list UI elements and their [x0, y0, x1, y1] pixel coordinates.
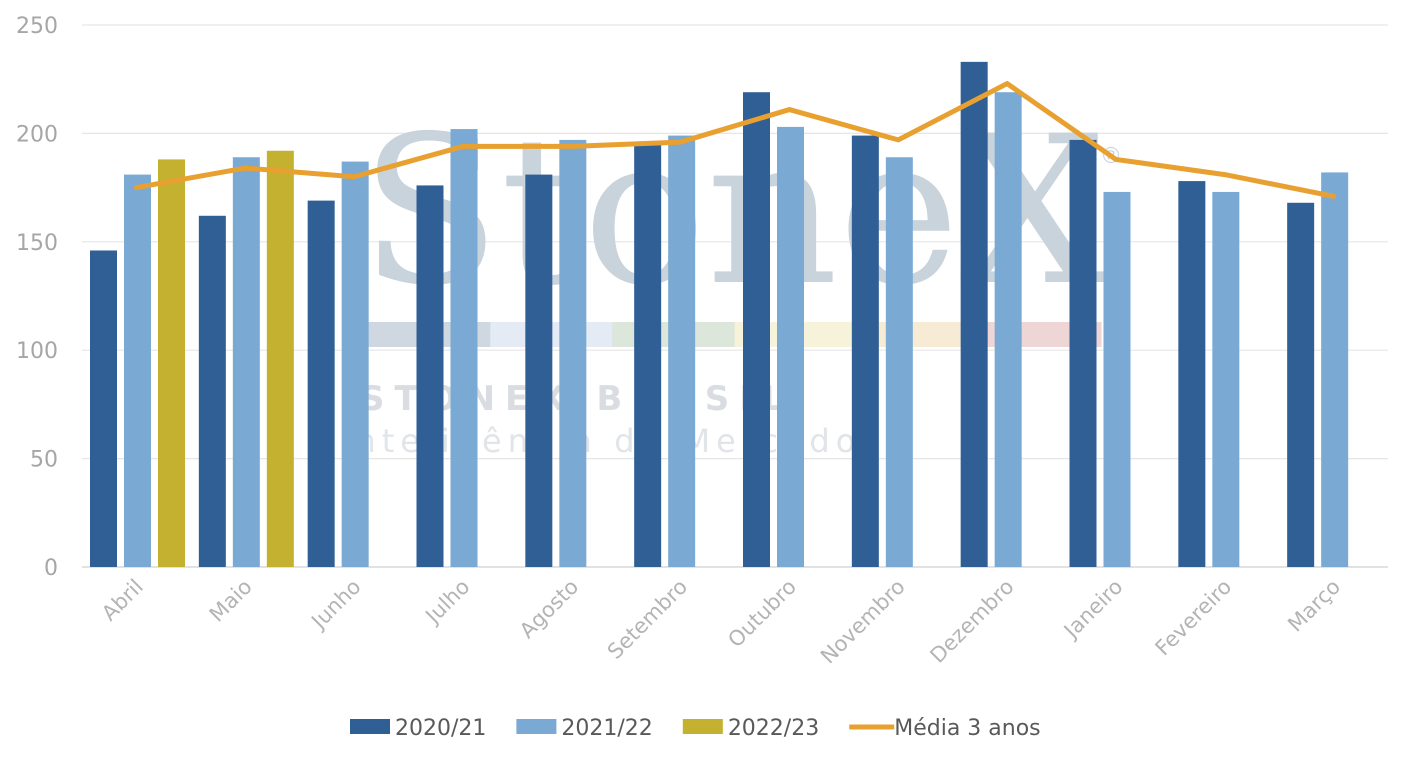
- x-tick-label: Fevereiro: [1151, 575, 1237, 661]
- legend-swatch: [682, 719, 723, 734]
- bar-2020-21-janeiro: [1069, 139, 1097, 568]
- bar-2020-21-março: [1287, 202, 1315, 567]
- x-tick-label: Novembro: [816, 575, 910, 669]
- bar-2021-22-outubro: [777, 126, 804, 567]
- legend-swatch: [350, 719, 390, 734]
- bar-2022-23-abril: [158, 159, 185, 567]
- x-tick-label: Maio: [205, 575, 257, 627]
- x-tick-label: Outubro: [723, 575, 801, 653]
- bar-2020-21-junho: [307, 200, 335, 567]
- bar-2020-21-novembro: [851, 135, 879, 567]
- bar-2020-21-agosto: [525, 174, 553, 568]
- legend-label: 2021/22: [561, 716, 652, 741]
- bar-2021-22-março: [1321, 172, 1349, 567]
- x-tick-label: Dezembro: [925, 575, 1018, 668]
- bar-2021-22-janeiro: [1103, 191, 1131, 567]
- legend-item: Média 3 anos: [849, 716, 1041, 741]
- bar-2020-21-setembro: [634, 142, 662, 567]
- legend-label: 2022/23: [728, 716, 819, 741]
- bar-2021-22-dezembro: [994, 92, 1022, 567]
- y-tick-label: 100: [16, 339, 58, 364]
- bar-2021-22-fevereiro: [1212, 191, 1240, 567]
- x-tick-label: Janeiro: [1058, 575, 1127, 644]
- gridlines: [82, 24, 1388, 568]
- bar-2020-21-dezembro: [960, 61, 988, 568]
- x-tick-label: Abril: [97, 575, 148, 626]
- x-axis: Abril Maio Junho Julho Agosto Setembro Outubro…: [97, 575, 1345, 669]
- bars: [90, 61, 1349, 568]
- bar-2022-23-maio: [266, 150, 294, 567]
- x-tick-label: Setembro: [603, 575, 692, 664]
- y-axis: 0 50 100 150 200 250: [16, 14, 58, 581]
- y-tick-label: 0: [44, 556, 58, 581]
- bar-2021-22-abril: [124, 174, 151, 568]
- bar-2020-21-maio: [198, 215, 226, 567]
- bar-2021-22-julho: [450, 129, 478, 567]
- legend-item: 2021/22: [516, 716, 653, 741]
- legend: 2020/21 2021/22 2022/23 Média 3 anos: [350, 716, 1041, 741]
- bar-2021-22-setembro: [668, 135, 696, 567]
- y-tick-label: 50: [30, 448, 58, 473]
- legend-swatch: [516, 719, 557, 734]
- legend-item: 2020/21: [350, 716, 486, 741]
- average-line-group: [133, 81, 1337, 199]
- watermark-color-band: [368, 322, 1102, 347]
- y-tick-label: 250: [16, 14, 58, 39]
- legend-item: 2022/23: [682, 716, 819, 741]
- bar-2021-22-novembro: [885, 157, 913, 568]
- bar-2021-22-agosto: [559, 139, 587, 568]
- legend-label: Média 3 anos: [894, 716, 1040, 741]
- y-tick-label: 150: [16, 231, 58, 256]
- average-line: [133, 81, 1337, 199]
- y-tick-label: 200: [16, 122, 58, 147]
- x-tick-label: Agosto: [515, 575, 583, 643]
- bar-2021-22-junho: [341, 161, 369, 568]
- legend-label: 2020/21: [395, 716, 486, 741]
- bar-2020-21-fevereiro: [1178, 181, 1206, 567]
- x-tick-label: Julho: [420, 575, 475, 630]
- x-tick-label: Junho: [306, 575, 366, 635]
- x-tick-label: Março: [1283, 575, 1345, 637]
- bar-2020-21-abril: [90, 250, 117, 568]
- bar-2020-21-julho: [416, 185, 444, 567]
- bar-2020-21-outubro: [743, 92, 770, 567]
- bar-2021-22-maio: [232, 157, 260, 568]
